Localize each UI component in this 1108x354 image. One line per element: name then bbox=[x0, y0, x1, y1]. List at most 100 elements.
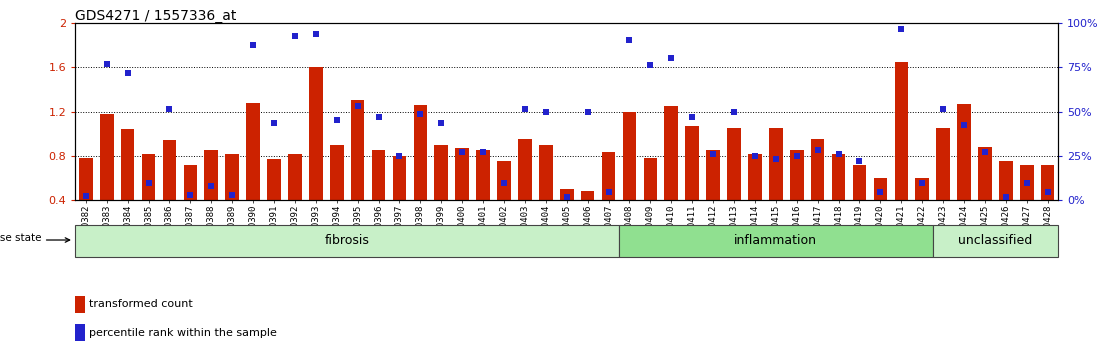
Point bbox=[642, 62, 659, 68]
Point bbox=[557, 194, 576, 200]
Point bbox=[349, 103, 367, 109]
Text: percentile rank within the sample: percentile rank within the sample bbox=[89, 328, 277, 338]
Bar bbox=[748, 154, 761, 200]
Point bbox=[578, 109, 596, 114]
Bar bbox=[392, 156, 407, 200]
Point bbox=[140, 181, 157, 186]
Bar bbox=[79, 158, 93, 200]
Bar bbox=[727, 128, 741, 200]
Bar bbox=[330, 145, 343, 200]
Point bbox=[265, 120, 283, 125]
Point bbox=[997, 194, 1015, 200]
Bar bbox=[1020, 165, 1034, 200]
Bar bbox=[957, 104, 971, 200]
Point bbox=[705, 151, 722, 156]
Point bbox=[328, 118, 346, 123]
Point bbox=[767, 156, 784, 162]
Point bbox=[244, 42, 261, 48]
Bar bbox=[267, 159, 280, 200]
Point bbox=[391, 153, 409, 159]
Point bbox=[725, 109, 742, 114]
Bar bbox=[560, 189, 574, 200]
Bar bbox=[246, 103, 260, 200]
Bar bbox=[455, 148, 469, 200]
Point bbox=[955, 122, 973, 127]
Bar bbox=[602, 153, 615, 200]
Point bbox=[809, 147, 827, 153]
Point bbox=[830, 151, 848, 156]
Point bbox=[516, 107, 534, 112]
Point bbox=[203, 183, 220, 188]
Point bbox=[599, 189, 617, 195]
Text: fibrosis: fibrosis bbox=[325, 234, 370, 246]
Point bbox=[892, 26, 910, 32]
Bar bbox=[706, 150, 720, 200]
Point bbox=[1018, 181, 1036, 186]
Point bbox=[453, 150, 471, 155]
Bar bbox=[288, 154, 301, 200]
Bar bbox=[832, 154, 845, 200]
Bar bbox=[434, 145, 448, 200]
Point bbox=[913, 181, 931, 186]
Point bbox=[286, 33, 304, 39]
Bar bbox=[853, 165, 866, 200]
Text: inflammation: inflammation bbox=[735, 234, 818, 246]
Point bbox=[537, 109, 555, 114]
Point bbox=[620, 37, 638, 42]
Point bbox=[684, 114, 701, 120]
Bar bbox=[915, 178, 929, 200]
Bar bbox=[538, 145, 553, 200]
Bar bbox=[163, 140, 176, 200]
Text: unclassified: unclassified bbox=[958, 234, 1033, 246]
Point bbox=[474, 150, 492, 155]
Point bbox=[934, 107, 952, 112]
Point bbox=[307, 31, 325, 37]
Point bbox=[182, 192, 199, 198]
Bar bbox=[644, 158, 657, 200]
Bar bbox=[936, 128, 950, 200]
Point bbox=[1039, 189, 1057, 195]
Text: GDS4271 / 1557336_at: GDS4271 / 1557336_at bbox=[75, 9, 237, 23]
Point bbox=[76, 193, 94, 199]
Point bbox=[119, 70, 136, 76]
Bar bbox=[413, 105, 428, 200]
Bar bbox=[519, 139, 532, 200]
Point bbox=[411, 111, 429, 116]
Bar bbox=[1040, 165, 1055, 200]
Point bbox=[788, 153, 806, 159]
Bar bbox=[372, 150, 386, 200]
Bar bbox=[894, 62, 909, 200]
Bar bbox=[476, 150, 490, 200]
FancyBboxPatch shape bbox=[933, 225, 1058, 257]
Bar bbox=[811, 139, 824, 200]
Bar bbox=[100, 114, 113, 200]
FancyBboxPatch shape bbox=[619, 225, 933, 257]
Bar bbox=[686, 126, 699, 200]
Bar bbox=[75, 296, 85, 313]
Point bbox=[224, 192, 242, 198]
Point bbox=[432, 120, 450, 125]
Bar bbox=[205, 150, 218, 200]
Bar bbox=[184, 165, 197, 200]
Bar bbox=[75, 324, 85, 341]
Point bbox=[161, 107, 178, 112]
Point bbox=[872, 189, 890, 195]
Text: transformed count: transformed count bbox=[89, 299, 193, 309]
Bar bbox=[873, 178, 888, 200]
Point bbox=[746, 153, 763, 159]
Point bbox=[98, 61, 115, 67]
Bar bbox=[309, 67, 322, 200]
Bar bbox=[665, 106, 678, 200]
FancyBboxPatch shape bbox=[75, 225, 619, 257]
Bar bbox=[623, 112, 636, 200]
Point bbox=[851, 159, 869, 164]
Bar bbox=[225, 154, 239, 200]
Bar bbox=[978, 147, 992, 200]
Point bbox=[663, 56, 680, 61]
Bar bbox=[121, 129, 134, 200]
Point bbox=[370, 114, 388, 120]
Bar bbox=[351, 101, 365, 200]
Text: disease state: disease state bbox=[0, 233, 41, 243]
Bar bbox=[790, 150, 803, 200]
Bar bbox=[999, 161, 1013, 200]
